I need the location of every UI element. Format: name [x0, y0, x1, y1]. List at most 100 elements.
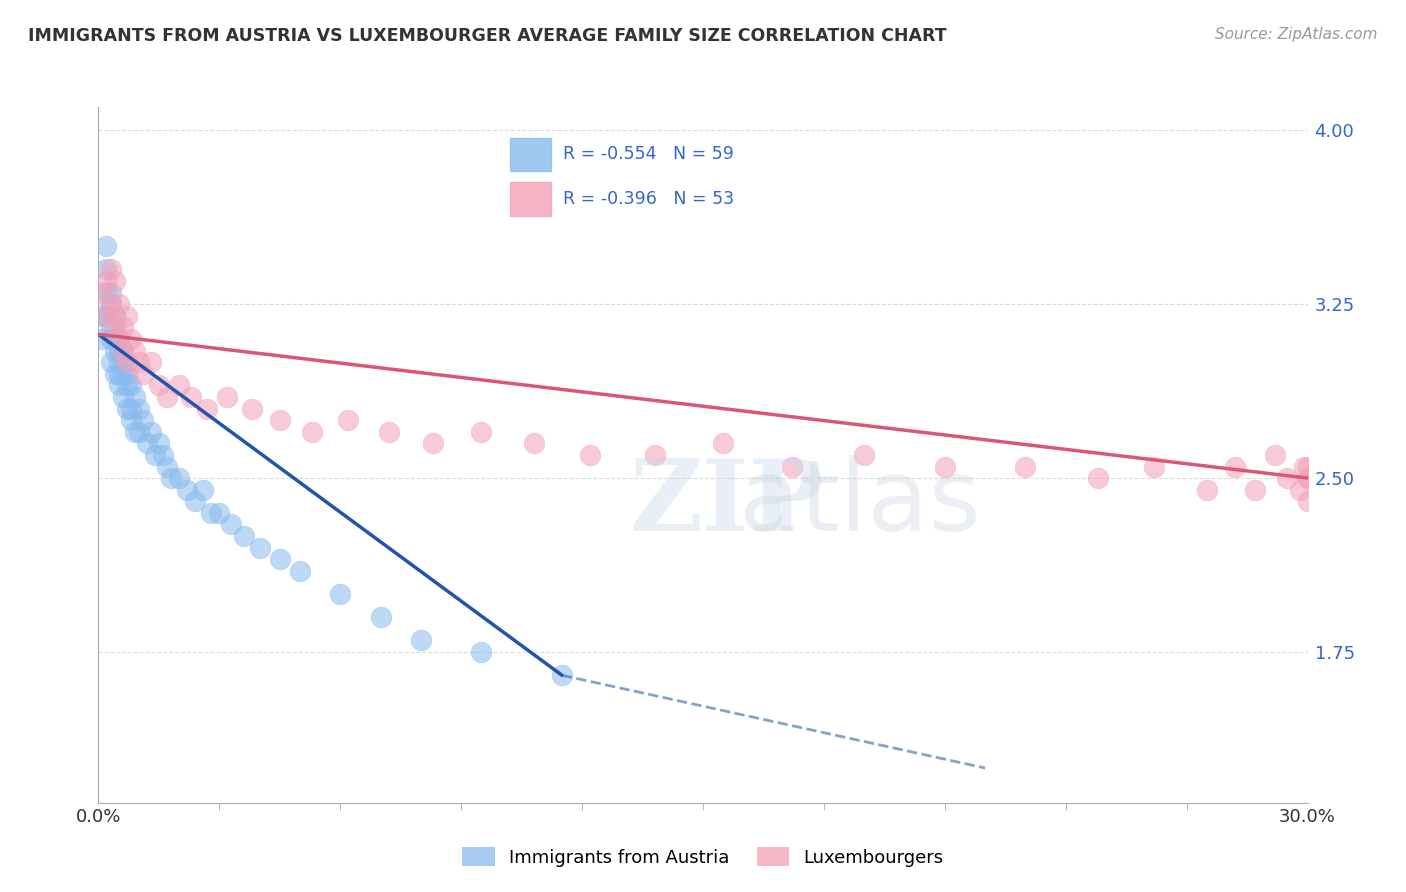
- Point: [120, 401, 142, 416]
- Point: [470, 645, 492, 659]
- Point: [1223, 459, 1246, 474]
- Point: [148, 378, 170, 392]
- Point: [1087, 471, 1109, 485]
- Point: [111, 355, 134, 369]
- Point: [1296, 494, 1319, 508]
- Point: [115, 367, 138, 381]
- Point: [100, 262, 122, 277]
- Point: [1143, 459, 1166, 474]
- Point: [103, 309, 125, 323]
- Point: [100, 320, 122, 334]
- Point: [139, 355, 162, 369]
- Point: [128, 425, 150, 439]
- Point: [107, 297, 129, 311]
- Text: IMMIGRANTS FROM AUSTRIA VS LUXEMBOURGER AVERAGE FAMILY SIZE CORRELATION CHART: IMMIGRANTS FROM AUSTRIA VS LUXEMBOURGER …: [28, 27, 946, 45]
- Point: [115, 309, 138, 323]
- Point: [91, 285, 114, 300]
- Point: [143, 448, 166, 462]
- Point: [120, 332, 142, 346]
- Point: [579, 448, 602, 462]
- Point: [115, 378, 138, 392]
- Point: [135, 436, 157, 450]
- Point: [124, 425, 146, 439]
- Point: [139, 425, 162, 439]
- Point: [111, 367, 134, 381]
- Point: [91, 332, 114, 346]
- Point: [780, 459, 803, 474]
- Point: [103, 343, 125, 358]
- Point: [111, 343, 134, 358]
- Point: [111, 343, 134, 358]
- Point: [1296, 459, 1319, 474]
- Point: [1288, 483, 1310, 497]
- Point: [221, 517, 243, 532]
- Point: [288, 564, 311, 578]
- Point: [96, 309, 118, 323]
- Point: [103, 367, 125, 381]
- Point: [329, 587, 352, 601]
- Point: [120, 413, 142, 427]
- Point: [115, 355, 138, 369]
- Point: [103, 332, 125, 346]
- Point: [711, 436, 734, 450]
- Point: [156, 390, 179, 404]
- Point: [115, 401, 138, 416]
- Point: [200, 506, 222, 520]
- Point: [934, 459, 956, 474]
- Point: [103, 309, 125, 323]
- Point: [195, 401, 218, 416]
- Point: [120, 378, 142, 392]
- Point: [152, 448, 174, 462]
- Point: [167, 471, 190, 485]
- Point: [217, 390, 239, 404]
- Point: [132, 413, 155, 427]
- Point: [269, 552, 291, 566]
- Point: [180, 390, 202, 404]
- Point: [409, 633, 432, 648]
- Point: [422, 436, 444, 450]
- Point: [176, 483, 198, 497]
- Point: [193, 483, 215, 497]
- Point: [160, 471, 183, 485]
- Point: [107, 355, 129, 369]
- Point: [96, 262, 118, 277]
- Point: [100, 332, 122, 346]
- Point: [377, 425, 399, 439]
- Point: [100, 285, 122, 300]
- Point: [1296, 471, 1319, 485]
- Point: [1296, 471, 1319, 485]
- Point: [124, 390, 146, 404]
- Point: [128, 355, 150, 369]
- Point: [1195, 483, 1218, 497]
- Point: [107, 332, 129, 346]
- Point: [96, 274, 118, 288]
- Point: [301, 425, 323, 439]
- Point: [100, 297, 122, 311]
- Point: [100, 355, 122, 369]
- Point: [111, 320, 134, 334]
- Point: [1014, 459, 1036, 474]
- Text: atlas: atlas: [740, 455, 981, 552]
- Point: [249, 541, 271, 555]
- Point: [107, 367, 129, 381]
- Point: [208, 506, 231, 520]
- Point: [269, 413, 291, 427]
- Point: [337, 413, 360, 427]
- Text: Source: ZipAtlas.com: Source: ZipAtlas.com: [1215, 27, 1378, 42]
- Point: [96, 285, 118, 300]
- Point: [103, 320, 125, 334]
- Point: [240, 401, 263, 416]
- Text: ZIP: ZIP: [630, 455, 825, 552]
- Point: [167, 378, 190, 392]
- Point: [1244, 483, 1267, 497]
- Point: [111, 390, 134, 404]
- Point: [96, 309, 118, 323]
- Point: [107, 343, 129, 358]
- Point: [107, 378, 129, 392]
- Point: [1264, 448, 1286, 462]
- Point: [551, 668, 574, 682]
- Point: [1277, 471, 1299, 485]
- Point: [370, 610, 392, 624]
- Point: [91, 309, 114, 323]
- Point: [132, 367, 155, 381]
